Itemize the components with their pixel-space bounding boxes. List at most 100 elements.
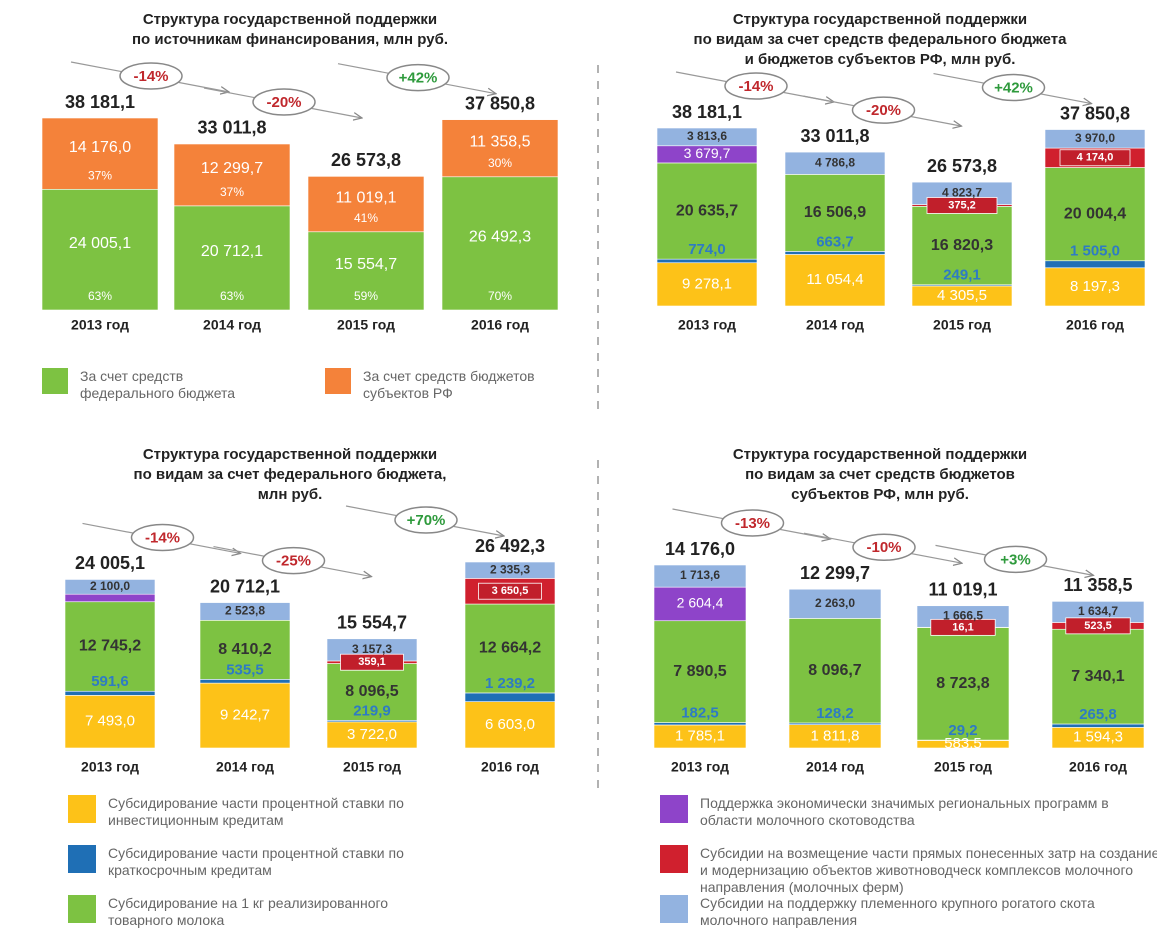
bar-segment <box>1044 129 1146 149</box>
value-label: 12 299,7 <box>201 160 263 177</box>
change-oval <box>130 523 195 552</box>
value-label: 11 054,4 <box>806 271 863 288</box>
legend-item: Субсидирование на 1 кг реализированного … <box>68 895 448 929</box>
value-label: 9 242,7 <box>220 707 270 724</box>
bar-segment <box>656 262 758 307</box>
value-label: 7 890,5 <box>673 663 726 680</box>
value-label: 16 820,3 <box>931 237 993 254</box>
share-label: 59% <box>354 289 378 303</box>
change-oval <box>720 509 785 537</box>
legend-item: Субсидии на возмещение части прямых поне… <box>660 845 1157 896</box>
value-label: 2 335,3 <box>490 562 530 576</box>
legend-swatch <box>325 368 351 394</box>
change-oval <box>724 72 788 100</box>
value-label: 3 813,6 <box>687 129 727 143</box>
value-label: 774,0 <box>688 241 726 258</box>
legend-swatch <box>42 368 68 394</box>
bar-segment <box>173 143 291 207</box>
x-tick-label: 2014 год <box>806 759 864 775</box>
value-label: 535,5 <box>226 661 264 678</box>
total-label: 14 176,0 <box>665 539 735 559</box>
total-label: 33 011,8 <box>197 118 266 138</box>
bar-segment <box>784 254 886 307</box>
label-box <box>340 653 404 671</box>
bar-segment <box>911 206 1013 286</box>
bar-segment <box>326 663 418 721</box>
legend-label: Субсидии на поддержку племенного крупног… <box>700 895 1095 928</box>
change-label: +70% <box>407 512 446 529</box>
value-label: 7 340,1 <box>1071 668 1124 685</box>
share-label: 37% <box>88 168 112 182</box>
value-label: 6 603,0 <box>485 716 535 733</box>
value-label: 24 005,1 <box>69 235 131 252</box>
value-label: 4 174,0 <box>1077 152 1114 164</box>
chart-title: Структура государственной поддержки <box>143 446 437 463</box>
bar-segment <box>199 682 291 749</box>
value-label: 128,2 <box>816 705 854 722</box>
label-box <box>1059 149 1131 167</box>
value-label: 1 594,3 <box>1073 729 1123 746</box>
x-tick-label: 2014 год <box>203 317 261 333</box>
value-label: 375,2 <box>948 199 976 211</box>
legend-swatch <box>68 795 96 823</box>
change-label: -13% <box>735 515 770 532</box>
bar-segment <box>656 258 758 264</box>
total-label: 33 011,8 <box>800 126 869 146</box>
bar-segment <box>199 679 291 684</box>
chart-title: млн руб. <box>258 486 323 503</box>
bar-segment <box>41 117 159 190</box>
total-label: 38 181,1 <box>65 92 135 112</box>
legend-label: За счет средств федерального бюджета <box>80 368 236 401</box>
x-tick-label: 2014 год <box>216 759 274 775</box>
change-label: +42% <box>994 80 1033 97</box>
value-label: 249,1 <box>943 267 981 284</box>
value-label: 14 176,0 <box>69 139 131 156</box>
value-label: 15 554,7 <box>335 256 397 273</box>
chart-title: и бюджетов субъектов РФ, млн руб. <box>745 51 1016 68</box>
total-label: 26 573,8 <box>331 150 401 170</box>
change-label: -10% <box>866 539 901 556</box>
label-box <box>1065 617 1131 635</box>
bar-segment <box>1051 628 1145 725</box>
change-oval <box>394 506 458 534</box>
value-label: 9 278,1 <box>682 275 732 292</box>
value-label: 8 723,8 <box>936 675 989 692</box>
legend-item: Поддержка экономически значимых регионал… <box>660 795 1157 829</box>
change-oval <box>386 63 450 92</box>
legend-swatch <box>68 845 96 873</box>
bar-segment <box>464 603 556 694</box>
bar-segment <box>784 151 886 175</box>
value-label: 3 650,5 <box>492 585 529 597</box>
x-tick-label: 2016 год <box>1069 759 1127 775</box>
legend-item: Субсидии на поддержку племенного крупног… <box>660 895 1157 929</box>
total-label: 37 850,8 <box>1060 103 1130 123</box>
value-label: 4 786,8 <box>815 155 855 169</box>
legend-label: Субсидирование на 1 кг реализированного … <box>108 895 389 928</box>
legend-item: Субсидирование части процентной ставки п… <box>68 795 448 829</box>
value-label: 1 666,5 <box>943 609 983 623</box>
share-label: 37% <box>220 185 244 199</box>
bar-segment <box>788 618 882 724</box>
share-label: 41% <box>354 211 378 225</box>
label-box <box>926 197 998 214</box>
bar-segment <box>64 601 156 692</box>
value-label: 1 634,7 <box>1078 604 1118 618</box>
bar-segment <box>788 588 882 619</box>
change-label: -20% <box>266 94 301 111</box>
share-label: 63% <box>88 289 112 303</box>
bar-segment <box>653 722 747 726</box>
value-label: 182,5 <box>681 705 719 722</box>
chart-title: по видам за счет средств бюджетов <box>745 466 1015 483</box>
x-tick-label: 2016 год <box>471 317 529 333</box>
share-label: 30% <box>488 156 512 170</box>
value-label: 1 811,8 <box>811 727 860 744</box>
value-label: 523,5 <box>1084 620 1112 632</box>
value-label: 16,1 <box>952 621 973 633</box>
value-label: 1 239,2 <box>485 675 535 692</box>
change-label: +42% <box>399 70 438 87</box>
bar-segment <box>64 690 156 696</box>
legend-item: Субсидирование части процентной ставки п… <box>68 845 448 879</box>
value-label: 2 263,0 <box>815 596 855 610</box>
